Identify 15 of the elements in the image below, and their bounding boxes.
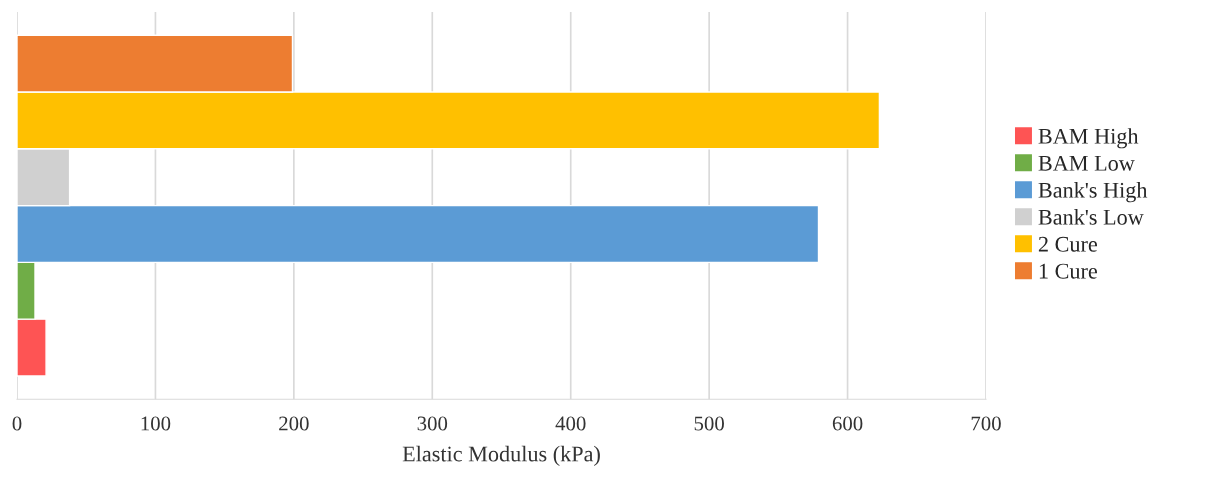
x-tick-label: 300 xyxy=(417,416,448,431)
x-tick-label: 500 xyxy=(694,416,724,431)
x-tick-label: 0 xyxy=(12,416,22,431)
legend-label: BAM High xyxy=(1038,128,1139,149)
x-tick-label: 400 xyxy=(555,416,586,431)
x-axis-title: Elastic Modulus (kPa) xyxy=(402,445,600,467)
x-tick-label: 600 xyxy=(832,416,863,431)
legend-label: 1 Cure xyxy=(1039,263,1098,279)
legend-label: Bank's High xyxy=(1038,182,1148,203)
legend-label: BAM Low xyxy=(1038,155,1135,171)
x-tick-label: 100 xyxy=(141,416,171,431)
legend-label: Bank's Low xyxy=(1038,209,1144,225)
legend-label: 2 Cure xyxy=(1038,236,1098,252)
x-tick-label: 200 xyxy=(279,416,309,431)
x-tick-label: 700 xyxy=(971,416,1001,431)
